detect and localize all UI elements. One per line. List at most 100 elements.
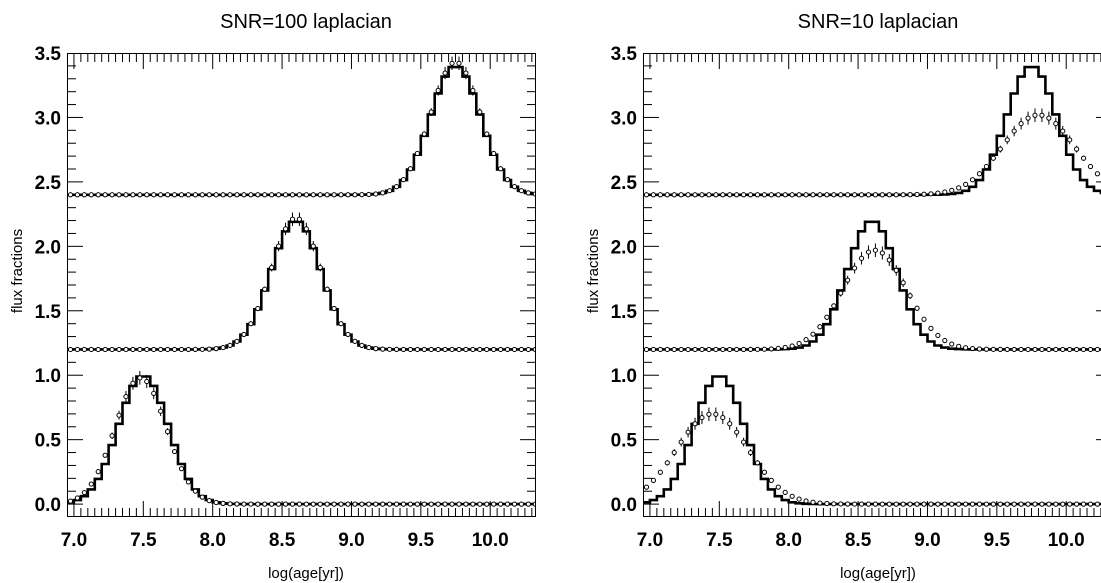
data-point (1074, 346, 1080, 353)
data-point (289, 192, 296, 198)
data-point (137, 346, 143, 353)
data-point (199, 346, 205, 352)
data-point (435, 501, 441, 507)
data-point (963, 181, 969, 187)
data-point (907, 192, 913, 198)
data-point (310, 501, 316, 507)
data-point (692, 346, 698, 353)
data-point (1004, 501, 1010, 507)
data-point (1039, 112, 1045, 118)
data-point (865, 249, 872, 255)
data-point (671, 346, 677, 353)
data-point (199, 494, 205, 500)
data-point (227, 342, 233, 349)
data-point (421, 346, 427, 353)
data-point (234, 338, 240, 344)
data-point (963, 345, 969, 351)
data-point (699, 414, 705, 421)
data-point (845, 277, 851, 283)
data-point (303, 501, 309, 507)
series-points-4 (67, 212, 536, 353)
data-point (199, 192, 205, 198)
data-point (276, 243, 282, 249)
data-point (678, 192, 684, 198)
data-point (206, 192, 212, 198)
data-point (227, 192, 233, 198)
data-point (1053, 346, 1059, 353)
data-point (255, 305, 261, 312)
data-point (498, 166, 504, 172)
data-point (872, 501, 879, 507)
data-point (407, 346, 414, 353)
data-point (692, 421, 698, 427)
data-point (727, 346, 733, 353)
data-point (303, 192, 309, 198)
data-point (380, 501, 386, 507)
data-point (1087, 501, 1094, 507)
data-point (456, 346, 462, 353)
data-point (664, 346, 670, 353)
data-point (171, 192, 178, 198)
data-point (393, 346, 400, 353)
data-point (879, 250, 885, 256)
data-point (338, 321, 344, 327)
data-point (810, 331, 816, 337)
data-point (345, 331, 351, 338)
data-point (997, 146, 1003, 152)
data-point (525, 501, 531, 507)
data-point (956, 501, 962, 507)
data-point (1067, 501, 1073, 507)
x-tick-label: 7.5 (130, 530, 157, 551)
chart-title: SNR=10 laplacian (798, 11, 959, 33)
data-point (67, 192, 74, 198)
data-point (900, 192, 906, 198)
data-point (151, 192, 157, 198)
data-point (407, 166, 414, 172)
data-point (685, 346, 691, 353)
data-point (359, 342, 365, 349)
data-point (935, 501, 941, 507)
data-point (518, 501, 525, 507)
data-point (241, 192, 247, 198)
data-point (845, 192, 851, 198)
x-tick-label: 9.5 (408, 530, 435, 551)
data-point (435, 87, 441, 94)
data-point (102, 192, 108, 198)
data-point (935, 190, 941, 196)
data-point (414, 346, 420, 353)
data-point (421, 501, 427, 507)
data-point (164, 346, 171, 353)
data-point (657, 346, 663, 353)
data-point (102, 452, 108, 458)
plot-area (67, 53, 536, 517)
data-point (178, 192, 185, 198)
data-point (88, 192, 94, 198)
data-point (817, 500, 823, 506)
data-point (1032, 112, 1038, 118)
data-point (74, 192, 81, 198)
data-point (740, 346, 747, 353)
data-point (976, 346, 983, 352)
data-point (407, 501, 414, 507)
data-point (130, 346, 136, 353)
data-point (949, 341, 955, 347)
data-point (942, 189, 948, 195)
data-point (942, 337, 948, 344)
data-point (720, 414, 726, 421)
data-point (1025, 346, 1031, 353)
data-point (504, 501, 511, 507)
data-point (796, 340, 802, 347)
x-axis-label: log(age[yr]) (268, 565, 344, 582)
data-point (352, 501, 358, 507)
data-point (879, 192, 885, 198)
data-point (95, 346, 101, 353)
data-point (255, 501, 261, 507)
y-tick-label: 2.5 (611, 173, 638, 194)
data-point (67, 498, 74, 504)
data-point (983, 501, 990, 507)
y-tick-label: 3.0 (35, 108, 61, 129)
plot-area (643, 53, 1101, 517)
data-point (796, 192, 802, 198)
data-point (720, 346, 726, 353)
data-point (511, 346, 518, 353)
